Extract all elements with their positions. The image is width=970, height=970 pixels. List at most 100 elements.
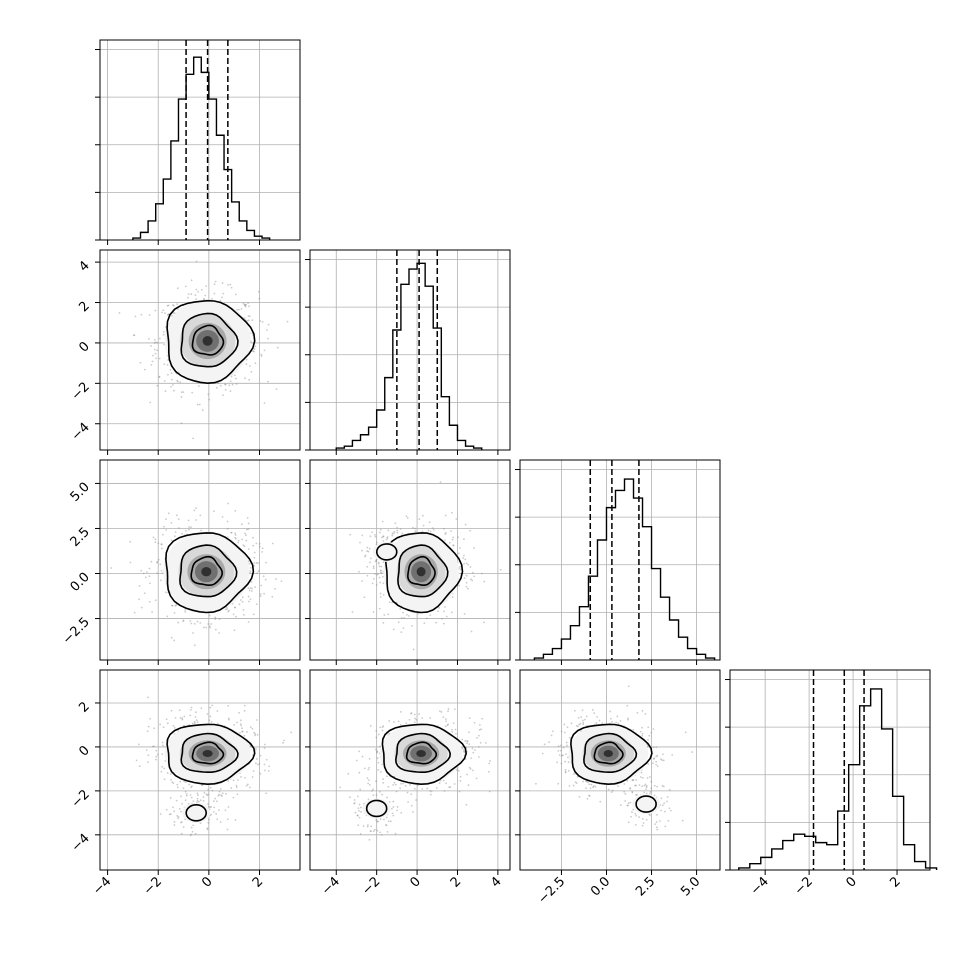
sample-point [656,785,658,788]
sample-point [561,754,563,757]
sample-point [377,573,379,575]
sample-point [207,393,210,396]
sample-point [367,798,370,801]
sample-point [249,598,252,601]
sample-point [412,810,414,813]
scatter-density [118,260,289,440]
sample-point [156,384,159,387]
sample-point [359,833,362,835]
sample-point [180,795,182,798]
sample-point [221,795,223,797]
sample-point [191,830,194,833]
sample-point [221,282,224,284]
sample-point [375,794,378,796]
sample-point [224,809,227,812]
sample-point [118,312,121,314]
sample-point [465,574,468,577]
sample-point [468,743,471,746]
sample-point [588,794,591,797]
sample-point [560,744,562,747]
sample-point [204,294,207,297]
sample-point [396,805,399,808]
sample-point [261,547,264,550]
sample-point [469,529,472,532]
sample-point [575,724,578,727]
sample-point [199,799,202,802]
sample-point [267,323,270,326]
sample-point [655,755,658,758]
sample-point [252,613,255,616]
x-tick-label: 2.5 [633,874,658,899]
sample-point [655,821,658,823]
sample-point [376,829,379,832]
sample-point [235,383,238,385]
sample-point [384,823,387,826]
sample-point [248,600,250,603]
sample-point [149,401,152,404]
sample-point [385,824,388,827]
sample-point [541,752,544,755]
sample-point [599,800,602,803]
sample-point [635,794,637,796]
sample-point [427,529,430,532]
sample-point [155,755,158,758]
sample-point [557,745,560,748]
sample-point [248,305,250,308]
sample-point [393,721,395,723]
sample-point [452,544,454,547]
sample-point [481,717,484,720]
density-contour [397,544,449,598]
y-tick-label: 2.5 [68,525,93,550]
sample-point [548,741,550,744]
sample-point [439,481,442,484]
sample-point [189,714,192,717]
sample-point [379,818,382,820]
sample-point [164,312,166,315]
sample-point [587,781,589,784]
sample-point [655,763,658,766]
sample-point [196,801,198,804]
sample-point [264,769,266,772]
sample-point [195,711,197,714]
sample-point [218,790,221,793]
sample-point [623,790,626,793]
sample-point [163,778,166,781]
sample-point [382,593,385,596]
sample-point [268,765,271,768]
sample-point [379,569,382,572]
sample-point [348,796,351,799]
sample-point [235,615,237,618]
sample-point [242,608,245,611]
sample-point [379,831,381,834]
sample-point [166,772,169,774]
sample-point [353,802,356,804]
sample-point [267,337,269,340]
sample-point [387,529,390,532]
sample-point [480,572,483,575]
sample-point [211,704,214,707]
density-contour [180,732,239,773]
sample-point [368,757,371,760]
sample-point [158,357,161,360]
density-contour [185,804,208,822]
sample-point [139,361,142,364]
sample-point [138,584,141,587]
sample-point [369,561,371,564]
sample-point [172,304,175,307]
sample-point [429,789,431,792]
sample-point [407,614,410,617]
sample-point [684,731,687,734]
sample-point [158,376,161,379]
sample-point [377,733,380,736]
sample-point [233,629,236,632]
sample-point [376,757,379,760]
sample-point [430,790,433,793]
sample-point [163,363,166,366]
sample-point [129,561,132,564]
sample-point [381,575,384,578]
sample-point [172,806,174,809]
sample-point [255,603,258,606]
sample-point [644,783,647,786]
sample-point [238,308,240,311]
sample-point [214,628,217,631]
